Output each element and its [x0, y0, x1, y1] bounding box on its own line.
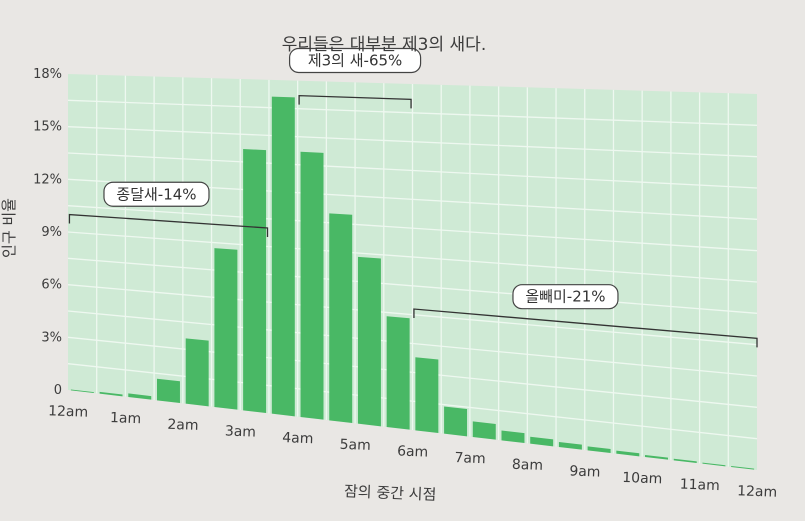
bar-12:30am	[99, 391, 123, 397]
x-tick-label: 3am	[225, 423, 257, 440]
annotation-label-bg	[103, 181, 210, 207]
annotation-label-box: 종달새-14%	[103, 181, 210, 207]
x-tick-label: 12am	[48, 403, 89, 421]
bar-8:30am	[558, 442, 582, 450]
annotation-label-box: 올빼미-21%	[512, 284, 619, 310]
y-tick-label: 15%	[33, 120, 62, 135]
x-tick-label: 12am	[737, 483, 778, 501]
bar-10:00am	[645, 454, 669, 460]
y-tick-label: 9%	[41, 225, 62, 240]
bar-6:00am	[415, 357, 439, 433]
y-tick-label: 18%	[33, 67, 62, 82]
chart-title: 우리들은 대부분 제3의 새다.	[282, 35, 486, 55]
x-tick-label: 6am	[397, 443, 429, 460]
annotation-bracket	[68, 213, 269, 237]
bar-2:30am	[214, 248, 238, 410]
bar-8:00am	[530, 436, 554, 447]
y-tick-label: 3%	[41, 330, 62, 345]
annotation-label: 올빼미-21%	[525, 288, 605, 306]
bar-4:00am	[300, 151, 324, 420]
x-axis-label: 잠의 중간 시점	[344, 482, 437, 504]
bar-3:30am	[271, 96, 295, 417]
bar-11:00am	[702, 462, 726, 467]
bar-2:00am	[185, 338, 209, 407]
bar-5:00am	[357, 256, 381, 427]
bar-3:00am	[243, 149, 267, 413]
annotation-label-bg	[512, 284, 619, 310]
y-tick-label: 12%	[33, 172, 62, 187]
annotation-label: 종달새-14%	[116, 185, 196, 203]
bar-1:30am	[156, 378, 180, 403]
x-tick-label: 8am	[512, 457, 544, 474]
x-tick-label: 1am	[110, 410, 142, 427]
bar-4:30am	[329, 213, 353, 423]
annotation-label-bg	[288, 47, 422, 74]
bar-7:00am	[472, 421, 496, 440]
annotation-label-box: 제3의 새-65%	[288, 47, 422, 74]
x-tick-label: 4am	[282, 430, 314, 447]
x-tick-label: 2am	[167, 417, 199, 434]
y-tick-label: 0	[54, 383, 62, 398]
bar-6:30am	[444, 406, 468, 437]
annotation-label: 제3의 새-65%	[308, 51, 402, 69]
bar-9:30am	[616, 450, 640, 457]
y-tick-label: 6%	[41, 278, 62, 293]
x-tick-label: 9am	[569, 463, 601, 480]
bar-10:30am	[673, 458, 697, 463]
bar-1:00am	[128, 393, 152, 400]
bar-12:00am	[70, 389, 94, 393]
annotation-bracket	[298, 94, 412, 109]
bar-11:30am	[731, 465, 755, 470]
x-tick-label: 7am	[454, 450, 486, 467]
bar-7:30am	[501, 430, 525, 443]
x-tick-label: 5am	[339, 437, 371, 454]
x-tick-label: 11am	[679, 477, 720, 495]
annotation-bracket	[413, 308, 758, 348]
x-tick-label: 10am	[622, 470, 663, 488]
y-axis-label: 인구 비율	[0, 198, 18, 258]
bar-9:00am	[587, 446, 611, 453]
bar-5:30am	[386, 316, 410, 430]
